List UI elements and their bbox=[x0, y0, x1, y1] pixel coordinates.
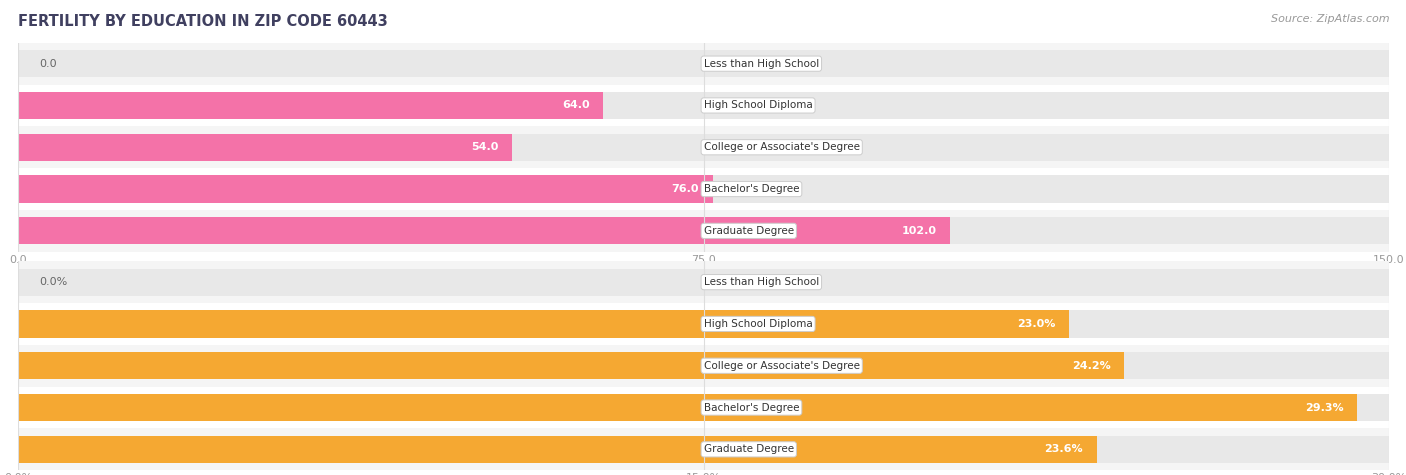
Text: Less than High School: Less than High School bbox=[704, 277, 818, 287]
Bar bbox=[18, 50, 1389, 77]
Text: 76.0: 76.0 bbox=[672, 184, 699, 194]
Bar bbox=[18, 268, 1389, 296]
Bar bbox=[18, 436, 1097, 463]
Bar bbox=[18, 210, 1389, 252]
Bar bbox=[18, 303, 1389, 345]
Bar bbox=[18, 261, 1389, 303]
Bar bbox=[18, 352, 1389, 380]
Text: 54.0: 54.0 bbox=[471, 142, 498, 152]
Bar bbox=[18, 394, 1389, 421]
Text: 102.0: 102.0 bbox=[901, 226, 936, 236]
Bar bbox=[18, 387, 1389, 428]
Bar bbox=[18, 133, 512, 161]
Bar bbox=[18, 428, 1389, 470]
Text: 0.0: 0.0 bbox=[39, 58, 56, 69]
Bar bbox=[18, 175, 1389, 203]
Bar bbox=[18, 352, 1123, 380]
Bar bbox=[18, 168, 1389, 210]
Bar bbox=[18, 85, 1389, 126]
Bar bbox=[18, 92, 603, 119]
Bar bbox=[18, 345, 1389, 387]
Text: College or Associate's Degree: College or Associate's Degree bbox=[704, 361, 859, 371]
Text: Bachelor's Degree: Bachelor's Degree bbox=[704, 402, 799, 413]
Bar bbox=[18, 310, 1389, 338]
Text: Bachelor's Degree: Bachelor's Degree bbox=[704, 184, 799, 194]
Bar bbox=[18, 436, 1389, 463]
Text: 29.3%: 29.3% bbox=[1305, 402, 1343, 413]
Bar bbox=[18, 217, 1389, 245]
Text: Graduate Degree: Graduate Degree bbox=[704, 444, 794, 455]
Bar bbox=[18, 133, 1389, 161]
Text: Source: ZipAtlas.com: Source: ZipAtlas.com bbox=[1271, 14, 1389, 24]
Text: High School Diploma: High School Diploma bbox=[704, 100, 813, 111]
Text: 23.0%: 23.0% bbox=[1017, 319, 1056, 329]
Bar bbox=[18, 394, 1357, 421]
Text: Graduate Degree: Graduate Degree bbox=[704, 226, 794, 236]
Text: FERTILITY BY EDUCATION IN ZIP CODE 60443: FERTILITY BY EDUCATION IN ZIP CODE 60443 bbox=[18, 14, 388, 29]
Text: 0.0%: 0.0% bbox=[39, 277, 67, 287]
Text: High School Diploma: High School Diploma bbox=[704, 319, 813, 329]
Text: 24.2%: 24.2% bbox=[1071, 361, 1111, 371]
Bar bbox=[18, 126, 1389, 168]
Text: 23.6%: 23.6% bbox=[1045, 444, 1083, 455]
Bar bbox=[18, 43, 1389, 85]
Bar bbox=[18, 217, 950, 245]
Text: College or Associate's Degree: College or Associate's Degree bbox=[704, 142, 859, 152]
Bar bbox=[18, 92, 1389, 119]
Bar bbox=[18, 175, 713, 203]
Bar bbox=[18, 310, 1069, 338]
Text: Less than High School: Less than High School bbox=[704, 58, 818, 69]
Text: 64.0: 64.0 bbox=[562, 100, 589, 111]
